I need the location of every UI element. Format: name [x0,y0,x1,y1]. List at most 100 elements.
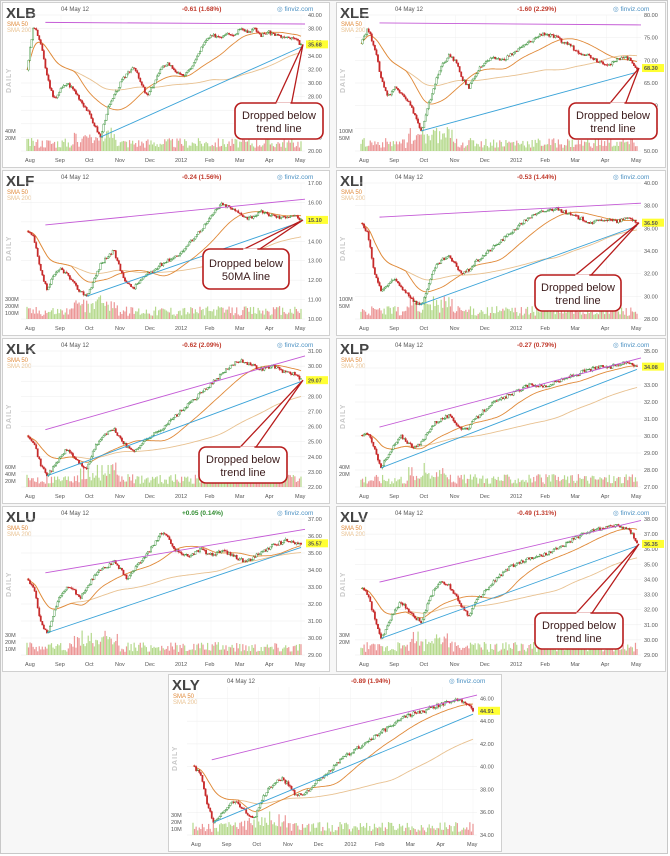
volume-bar [439,312,441,319]
candle [398,602,401,608]
volume-bar [34,649,36,655]
candle [529,557,532,560]
volume-bar [249,145,252,151]
candle [626,361,629,364]
volume-bar [628,647,630,655]
volume-bar [245,645,247,655]
date-label: 04 May 12 [61,175,90,181]
candle [186,554,189,557]
candle [409,442,412,444]
candle [179,551,181,553]
candle [400,92,402,94]
volume-bar [173,649,175,655]
candle [163,533,166,535]
candle [50,621,53,627]
sma50-line [26,211,302,283]
candle [387,454,390,458]
candle [267,366,270,369]
volume-bar [37,651,39,655]
volume-bar [270,820,272,835]
candle [223,550,226,552]
volume-bar [342,829,344,835]
candle [528,557,530,560]
volume-bar [264,817,266,835]
volume-bar [465,483,467,487]
volume-bar [369,826,371,835]
volume-bar [567,645,569,655]
volume-bar [194,474,196,487]
candle [263,33,266,35]
volume-bar [380,310,382,319]
x-tick-label: Dec [480,662,490,668]
x-tick-label: Oct [419,326,428,332]
volume-bar [69,481,71,487]
candle [509,53,512,57]
candle [98,440,100,445]
candle [460,71,463,77]
candle [434,421,436,426]
volume-bar [530,313,532,319]
volume-bar [269,646,271,655]
volume-bar [70,481,72,487]
candle [421,439,424,442]
candle [447,255,450,257]
volume-bar [150,315,152,319]
candle [215,378,218,381]
candle [572,45,575,51]
candle [390,279,393,283]
candle [505,59,507,61]
candle [139,280,142,284]
volume-bar [489,312,492,319]
y-tick-label: 29.00 [644,451,658,457]
x-tick-label: May [295,494,306,500]
volume-bar [579,477,581,487]
candle [491,583,493,587]
volume-bar [115,462,117,487]
volume-bar [226,143,229,151]
volume-bar [102,303,105,319]
candle [140,560,143,564]
volume-bar [161,144,163,151]
callout-pointer [608,67,640,105]
candle [290,540,293,543]
candle [188,241,191,246]
volume-bar [359,823,361,835]
volume-bar [553,474,555,487]
candle [370,33,373,42]
change-label: -0.89 (1.94%) [351,678,390,685]
candle [183,74,186,77]
volume-bar [360,143,362,151]
candle [435,264,438,269]
volume-bar [482,649,484,655]
x-tick-label: Apr [265,158,274,164]
candle [252,364,255,366]
candle [497,243,500,245]
volume-bar [462,142,464,151]
candle [390,449,393,453]
candle [199,51,201,54]
candle [421,619,424,624]
volume-bar [320,831,322,835]
candle [194,59,197,63]
support-trend-line [419,225,638,306]
volume-bar [528,314,530,319]
date-label: 04 May 12 [61,7,90,13]
volume-bar [70,145,72,151]
volume-bar [83,643,85,655]
candle [251,559,253,561]
volume-bar [562,313,564,319]
candle [96,270,99,276]
volume-bar [477,483,479,487]
candle [162,533,165,535]
candle [50,279,53,285]
candle [410,297,413,299]
volume-bar [260,146,262,151]
x-tick-label: Sep [55,158,65,164]
candle [525,44,527,46]
volume-bar [452,481,455,487]
candle [529,40,532,42]
candle [466,84,469,86]
volume-bar [351,828,354,835]
volume-bar [200,310,203,319]
candle [364,432,367,435]
